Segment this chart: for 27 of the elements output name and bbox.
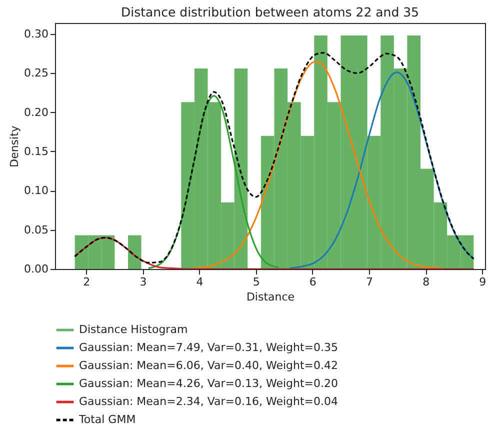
x-tick-label: 3: [140, 276, 147, 288]
x-tick-label: 7: [366, 276, 374, 288]
x-tick-label: 9: [479, 276, 486, 288]
y-tick-label: 0.10: [24, 184, 48, 198]
y-tick-label: 0.15: [24, 144, 48, 158]
x-tick-label: 4: [196, 276, 204, 288]
legend-label: Gaussian: Mean=6.06, Var=0.40, Weight=0.42: [79, 359, 338, 372]
y-axis-title: Density: [8, 125, 22, 168]
y-tick-label: 0.00: [24, 262, 48, 276]
x-tick-label: 2: [83, 276, 90, 288]
line-series: [148, 95, 280, 269]
x-tick-label: 5: [252, 276, 260, 288]
x-tick-label: 6: [309, 276, 316, 288]
chart-title: Distance distribution between atoms 22 and 35: [120, 4, 420, 20]
y-tick-label: 0.05: [24, 223, 48, 236]
y-tick-label: 0.25: [24, 66, 48, 80]
x-axis-title: Distance: [246, 290, 295, 304]
y-tick-label: 0.30: [24, 27, 48, 40]
line-series: [289, 72, 474, 269]
legend-label: Gaussian: Mean=2.34, Var=0.16, Weight=0.04: [79, 395, 338, 408]
y-tick-label: 0.20: [24, 106, 48, 119]
legend-label: Gaussian: Mean=7.49, Var=0.31, Weight=0.35: [79, 341, 338, 354]
legend-label: Total GMM: [78, 413, 136, 426]
legend-label: Distance Histogram: [79, 323, 188, 336]
x-tick-label: 8: [422, 276, 430, 288]
line-series: [192, 60, 444, 269]
legend-label: Gaussian: Mean=4.26, Var=0.13, Weight=0.20: [79, 377, 338, 390]
